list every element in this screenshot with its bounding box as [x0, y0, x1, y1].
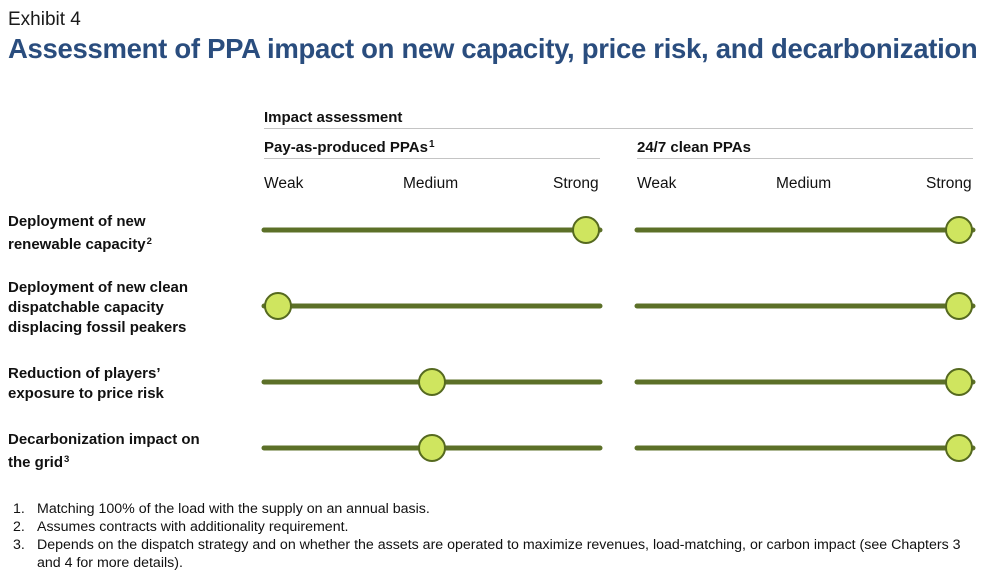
row-label-renewable-capacity: Deployment of new renewable capacity2: [8, 212, 248, 255]
row-label-line: renewable capacity: [8, 236, 146, 253]
impact-track-row2-24-7-clean: [634, 292, 976, 320]
impact-knob: [945, 368, 973, 396]
row-label-line: the grid: [8, 454, 63, 471]
group-rule-pay-as-produced: [264, 158, 600, 159]
group-title-text: 24/7 clean PPAs: [637, 139, 751, 156]
row-label-line: dispatchable capacity: [8, 299, 164, 316]
impact-assessment-header: Impact assessment: [264, 109, 403, 126]
impact-header-rule: [264, 128, 973, 129]
scale-label-strong: Strong: [553, 175, 599, 192]
scale-label-weak: Weak: [264, 175, 304, 192]
impact-track-row2-pay-as-produced: [261, 292, 603, 320]
page-title: Assessment of PPA impact on new capacity…: [8, 33, 978, 64]
footnote-ref: 1: [428, 139, 435, 150]
impact-track-row3-pay-as-produced: [261, 368, 603, 396]
footnotes: 1. Matching 100% of the load with the su…: [13, 500, 973, 572]
impact-knob: [945, 216, 973, 244]
impact-knob: [572, 216, 600, 244]
row-label-line: Deployment of new clean: [8, 279, 189, 296]
impact-knob: [945, 292, 973, 320]
impact-knob: [264, 292, 292, 320]
scale-label-strong: Strong: [926, 175, 972, 192]
exhibit-label: Exhibit 4: [8, 9, 81, 30]
row-label-price-risk: Reduction of players’ exposure to price …: [8, 364, 248, 404]
impact-track-row3-24-7-clean: [634, 368, 976, 396]
impact-knob: [418, 434, 446, 462]
row-label-line: exposure to price risk: [8, 385, 164, 402]
row-label-line: Decarbonization impact on: [8, 431, 200, 448]
footnote-text: Matching 100% of the load with the suppl…: [37, 501, 430, 517]
row-label-dispatchable-capacity: Deployment of new clean dispatchable cap…: [8, 278, 248, 338]
row-label-line: Deployment of new: [8, 213, 146, 230]
scale-label-medium: Medium: [776, 175, 832, 192]
scale-label-medium: Medium: [403, 175, 459, 192]
footnote-number: 3.: [13, 537, 25, 553]
impact-knob: [418, 368, 446, 396]
row-label-line: displacing fossil peakers: [8, 319, 187, 336]
impact-track-row1-pay-as-produced: [261, 216, 603, 244]
group-title-24-7-clean: 24/7 clean PPAs: [637, 139, 751, 156]
impact-knob: [945, 434, 973, 462]
footnote-number: 2.: [13, 519, 25, 535]
impact-track-row1-24-7-clean: [634, 216, 976, 244]
group-title-text: Pay-as-produced PPAs: [264, 139, 428, 156]
group-title-pay-as-produced: Pay-as-produced PPAs1: [264, 139, 435, 156]
row-label-decarbonization: Decarbonization impact on the grid3: [8, 430, 248, 473]
footnote-text: Depends on the dispatch strategy and on …: [37, 537, 961, 571]
footnote-item: 1. Matching 100% of the load with the su…: [13, 500, 973, 518]
footnote-item: 2. Assumes contracts with additionality …: [13, 518, 973, 536]
footnote-ref: 2: [146, 236, 152, 247]
group-rule-24-7-clean: [637, 158, 973, 159]
scale-label-weak: Weak: [637, 175, 677, 192]
footnote-item: 3. Depends on the dispatch strategy and …: [13, 536, 973, 572]
footnote-ref: 3: [64, 454, 70, 465]
row-label-line: Reduction of players’: [8, 365, 161, 382]
footnote-text: Assumes contracts with additionality req…: [37, 519, 349, 535]
footnote-number: 1.: [13, 501, 25, 517]
impact-track-row4-pay-as-produced: [261, 434, 603, 462]
impact-track-row4-24-7-clean: [634, 434, 976, 462]
